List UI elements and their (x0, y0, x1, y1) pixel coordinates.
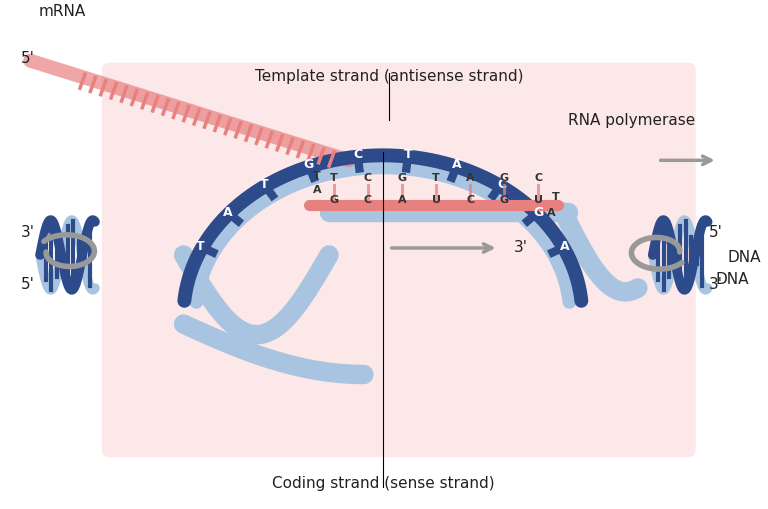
Text: A: A (223, 206, 232, 219)
Text: T: T (260, 178, 269, 191)
Text: G: G (329, 195, 339, 205)
Text: A: A (452, 158, 462, 171)
Text: T: T (313, 171, 321, 181)
Text: Coding strand (sense strand): Coding strand (sense strand) (272, 476, 494, 491)
Text: C: C (497, 178, 506, 191)
Text: G: G (303, 158, 313, 171)
Text: T: T (404, 148, 412, 161)
Text: 3': 3' (709, 277, 723, 292)
Text: U: U (534, 195, 543, 205)
Text: T: T (196, 240, 205, 253)
Text: A: A (547, 208, 555, 218)
Text: G: G (398, 173, 407, 183)
Text: C: C (535, 173, 542, 183)
Text: RNA polymerase: RNA polymerase (568, 113, 695, 128)
Text: C: C (364, 195, 372, 205)
Text: DNA: DNA (716, 272, 749, 288)
Text: 5': 5' (22, 51, 35, 66)
Text: T: T (552, 192, 560, 202)
Text: 3': 3' (22, 224, 35, 240)
Text: T: T (330, 173, 338, 183)
Text: Template strand (antisense strand): Template strand (antisense strand) (254, 69, 523, 83)
FancyBboxPatch shape (102, 63, 696, 457)
Text: mRNA: mRNA (38, 4, 85, 19)
Text: T: T (432, 173, 440, 183)
Text: A: A (313, 185, 321, 195)
Text: G: G (500, 195, 508, 205)
Text: 3': 3' (513, 240, 528, 256)
Text: A: A (466, 173, 475, 183)
Text: 5': 5' (709, 224, 723, 240)
Text: A: A (561, 240, 570, 253)
Text: C: C (466, 195, 475, 205)
Text: C: C (353, 148, 362, 161)
Text: DNA: DNA (727, 250, 761, 266)
Text: G: G (533, 206, 544, 219)
Text: U: U (432, 195, 441, 205)
Text: A: A (398, 195, 406, 205)
Text: 5': 5' (22, 277, 35, 292)
Text: G: G (500, 173, 508, 183)
Text: C: C (364, 173, 372, 183)
